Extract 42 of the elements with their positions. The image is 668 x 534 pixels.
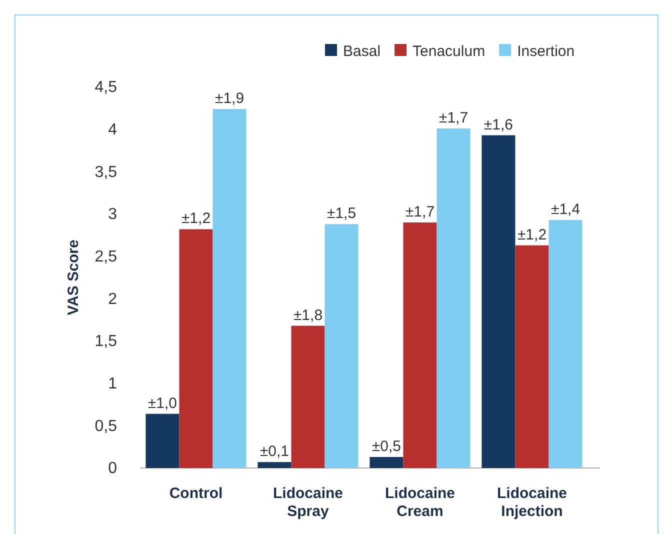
legend-label: Basal <box>343 43 381 60</box>
annotation: ±1,7 <box>438 109 468 126</box>
annotation: ±1,6 <box>484 116 514 134</box>
y-tick-label: 1,5 <box>94 333 118 350</box>
y-tick-label: 3 <box>108 206 118 224</box>
bar <box>324 224 358 468</box>
legend-label: Insertion <box>517 43 575 60</box>
annotation: ±0,1 <box>260 443 290 460</box>
y-tick-label: 4 <box>108 121 118 138</box>
bar <box>212 109 246 468</box>
y-tick-label: 2,5 <box>94 248 118 266</box>
y-axis-title: VAS Score <box>65 240 82 316</box>
bar <box>179 229 213 468</box>
y-tick-label: 4,5 <box>94 79 118 96</box>
legend-label: Tenaculum <box>412 43 486 60</box>
bar <box>403 222 437 468</box>
annotation: ±1,2 <box>181 210 211 228</box>
annotation: ±1,0 <box>148 394 178 412</box>
x-tick-label: Lidocaine Spray <box>272 485 344 520</box>
annotation: ±1,2 <box>517 226 547 244</box>
annotation: ±1,5 <box>326 205 356 222</box>
annotation: ±1,4 <box>550 200 580 218</box>
bar <box>515 245 549 468</box>
annotation: ±1,9 <box>214 90 244 108</box>
bar <box>436 128 470 468</box>
annotation: ±0,5 <box>372 438 402 455</box>
y-tick-label: 0,5 <box>94 418 118 435</box>
bar <box>482 135 516 468</box>
bar <box>258 462 292 468</box>
x-tick-label: Control <box>169 485 223 502</box>
bar <box>291 326 325 468</box>
x-tick-label: Lidocaine Injection <box>496 485 568 520</box>
y-tick-label: 2 <box>108 290 118 308</box>
bar <box>146 414 180 468</box>
x-tick-label: Lidocaine Cream <box>384 485 456 520</box>
annotation: ±1,8 <box>293 306 323 324</box>
bar <box>370 456 404 468</box>
y-tick-label: 1 <box>108 375 118 392</box>
bar <box>548 220 582 468</box>
y-tick-label: 3,5 <box>94 164 118 181</box>
annotation: ±1,7 <box>405 203 435 220</box>
y-tick-label: 0 <box>108 460 118 478</box>
